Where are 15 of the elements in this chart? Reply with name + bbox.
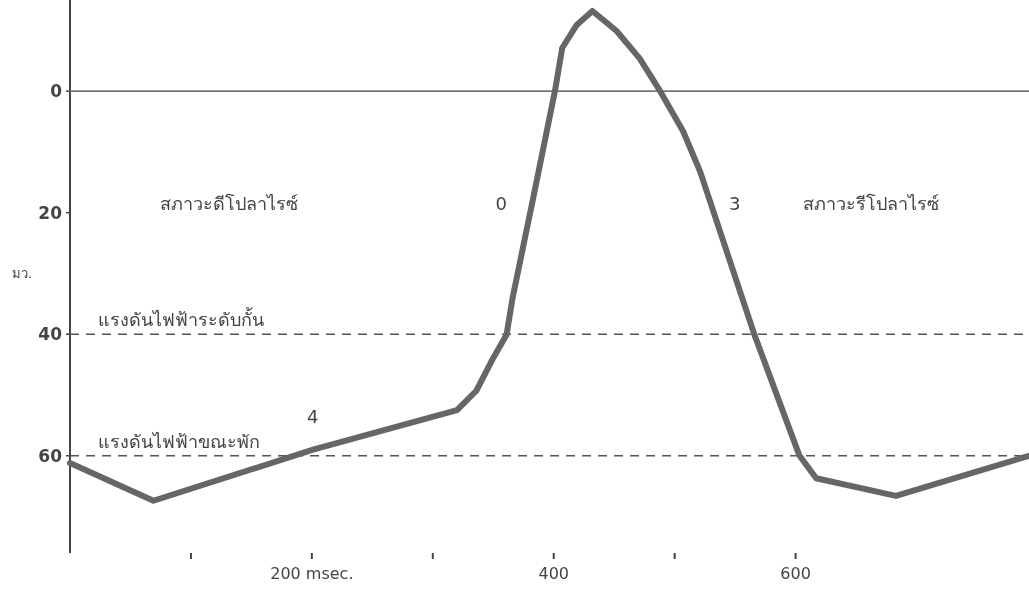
annotation: 3: [728, 192, 741, 214]
annotation: 4: [307, 405, 319, 427]
annotation: 0: [495, 192, 507, 214]
x-tick-label: 600: [780, 564, 811, 583]
annotation: สภาวะดีโปลาไรซ์: [160, 192, 299, 214]
ref-line-label: แรงดันไฟฟ้าขณะพัก: [98, 430, 260, 452]
y-tick-label: 0: [50, 81, 63, 102]
y-tick-label: 60: [38, 445, 63, 466]
y-tick-label: 40: [38, 324, 63, 345]
annotation: สภาวะรีโปลาไรซ์: [802, 192, 939, 214]
ref-line-label: แรงดันไฟฟ้าระดับกั้น: [98, 307, 264, 331]
x-tick-label: 200 msec.: [270, 564, 354, 583]
x-tick-label: 400: [538, 564, 570, 583]
y-axis-title: มว.: [11, 266, 33, 282]
y-tick-label: 20: [38, 202, 63, 223]
